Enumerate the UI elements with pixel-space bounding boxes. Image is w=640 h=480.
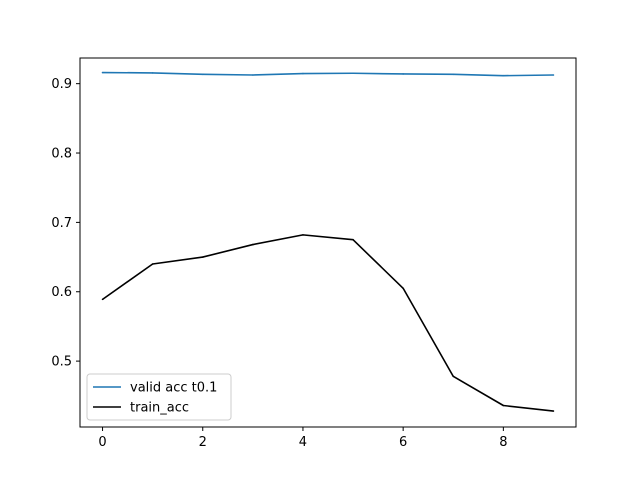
x-tick-label: 2	[199, 435, 207, 450]
data-point	[151, 263, 154, 265]
data-point	[502, 74, 505, 77]
data-point	[352, 72, 354, 75]
data-point	[201, 73, 204, 76]
plot-frame	[79, 57, 577, 428]
data-point	[402, 287, 404, 290]
data-point	[101, 298, 104, 301]
y-tick-label: 0.8	[51, 147, 72, 162]
y-tick-label: 0.7	[51, 216, 72, 231]
data-point	[302, 72, 304, 75]
legend-label: train_acc	[130, 401, 189, 416]
data-point	[502, 404, 505, 407]
y-tick-label: 0.6	[51, 285, 72, 300]
y-tick-label: 0.5	[51, 355, 72, 370]
x-tick-label: 4	[299, 435, 307, 450]
x-tick-label: 0	[98, 435, 106, 450]
data-point	[252, 243, 254, 246]
y-axis: 0.5 0.6 0.7 0.8 0.9	[51, 77, 80, 370]
series-line-1	[102, 71, 554, 77]
data-point	[452, 375, 455, 378]
data-point	[201, 256, 204, 258]
data-point	[302, 234, 304, 236]
x-tick-label: 8	[499, 435, 507, 450]
data-point	[252, 74, 254, 76]
data-point	[552, 410, 555, 412]
data-point	[452, 73, 455, 76]
data-point	[151, 72, 154, 74]
data-point	[101, 71, 104, 74]
data-point	[352, 238, 354, 241]
series-line-2	[102, 234, 554, 412]
series-layer	[101, 71, 555, 412]
data-point	[552, 74, 555, 76]
x-axis: 0 2 4 6 8	[98, 427, 507, 450]
legend-box	[86, 373, 232, 421]
data-point	[402, 73, 404, 75]
legend: valid acc t0.1 train_acc	[86, 373, 232, 421]
legend-label: valid acc t0.1	[130, 381, 217, 396]
y-tick-label: 0.9	[51, 77, 72, 92]
x-tick-label: 6	[399, 435, 407, 450]
